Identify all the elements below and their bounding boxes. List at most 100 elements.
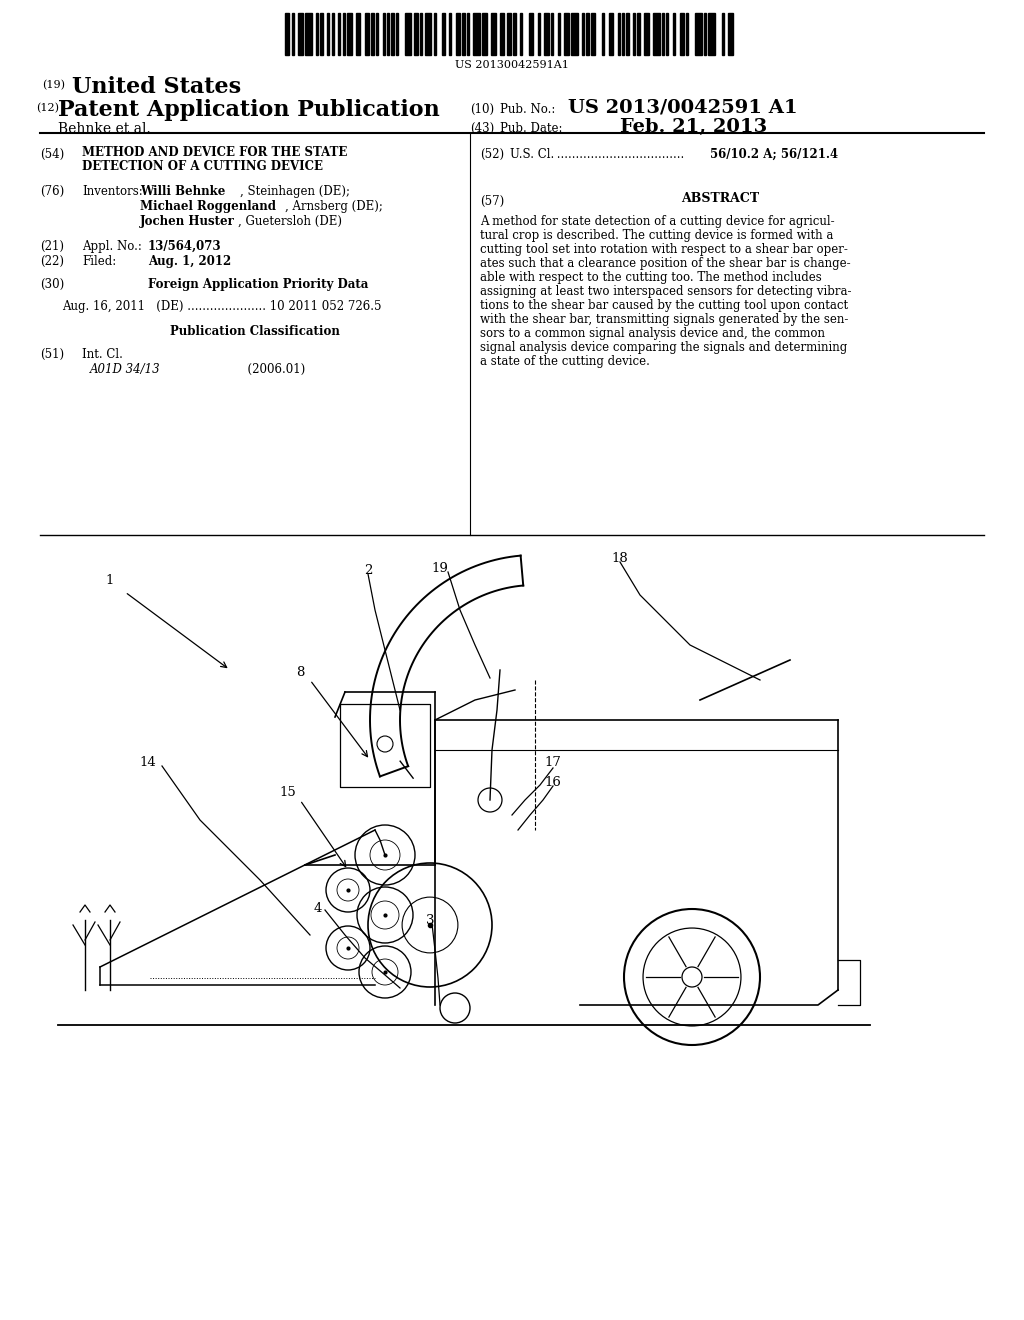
Bar [638, 13, 640, 55]
Bar [372, 13, 374, 55]
Text: , Arnsberg (DE);: , Arnsberg (DE); [285, 201, 383, 213]
Text: Int. Cl.: Int. Cl. [82, 348, 123, 360]
Text: A method for state detection of a cutting device for agricul-: A method for state detection of a cuttin… [480, 215, 835, 228]
Bar [571, 13, 578, 55]
Bar [414, 13, 418, 55]
Bar [433, 13, 436, 55]
Text: 2: 2 [364, 564, 372, 577]
Bar [292, 13, 294, 55]
Bar [467, 13, 469, 55]
Bar [582, 13, 585, 55]
Bar [722, 13, 724, 55]
Text: cutting tool set into rotation with respect to a shear bar oper-: cutting tool set into rotation with resp… [480, 243, 848, 256]
Bar [622, 13, 625, 55]
Bar [662, 13, 665, 55]
Bar [343, 13, 345, 55]
Text: Patent Application Publication: Patent Application Publication [58, 99, 439, 121]
Text: 56/10.2 A; 56/121.4: 56/10.2 A; 56/121.4 [710, 148, 838, 161]
Bar [456, 13, 460, 55]
Text: Feb. 21, 2013: Feb. 21, 2013 [620, 117, 767, 136]
Text: Aug. 1, 2012: Aug. 1, 2012 [148, 255, 231, 268]
Bar [356, 13, 360, 55]
Text: Behnke et al.: Behnke et al. [58, 121, 151, 136]
Bar [492, 13, 496, 55]
Text: Publication Classification: Publication Classification [170, 325, 340, 338]
Bar [709, 13, 715, 55]
Bar [321, 13, 323, 55]
Text: (57): (57) [480, 195, 504, 209]
Text: a state of the cutting device.: a state of the cutting device. [480, 355, 650, 368]
Bar [425, 13, 431, 55]
Text: able with respect to the cutting too. The method includes: able with respect to the cutting too. Th… [480, 271, 821, 284]
Bar [564, 13, 568, 55]
Text: (2006.01): (2006.01) [210, 363, 305, 376]
Bar [327, 13, 330, 55]
Text: (76): (76) [40, 185, 65, 198]
Text: METHOD AND DEVICE FOR THE STATE: METHOD AND DEVICE FOR THE STATE [82, 147, 347, 158]
Text: A01D 34/13: A01D 34/13 [90, 363, 161, 376]
Text: Foreign Application Priority Data: Foreign Application Priority Data [148, 279, 369, 290]
Bar [545, 13, 549, 55]
Bar [673, 13, 675, 55]
Bar [338, 13, 340, 55]
Bar [627, 13, 629, 55]
Text: 1: 1 [105, 573, 115, 586]
Text: 15: 15 [280, 787, 296, 800]
Text: US 2013/0042591 A1: US 2013/0042591 A1 [568, 99, 798, 117]
Bar [285, 13, 290, 55]
Text: assigning at least two interspaced sensors for detecting vibra-: assigning at least two interspaced senso… [480, 285, 852, 298]
Bar [376, 13, 378, 55]
Bar [551, 13, 553, 55]
Text: Pub. No.:: Pub. No.: [500, 103, 555, 116]
Text: 17: 17 [545, 756, 561, 770]
Text: Jochen Huster: Jochen Huster [140, 215, 234, 228]
Text: tural crop is described. The cutting device is formed with a: tural crop is described. The cutting dev… [480, 228, 834, 242]
Bar [728, 13, 733, 55]
Text: , Guetersloh (DE): , Guetersloh (DE) [238, 215, 342, 228]
Text: United States: United States [72, 77, 241, 98]
Bar [653, 13, 659, 55]
Text: ..................................: .................................. [553, 148, 684, 161]
Text: Filed:: Filed: [82, 255, 117, 268]
Bar [538, 13, 540, 55]
Text: sors to a common signal analysis device and, the common: sors to a common signal analysis device … [480, 327, 825, 341]
Bar [680, 13, 684, 55]
Bar [520, 13, 522, 55]
Text: (43): (43) [470, 121, 495, 135]
Bar [387, 13, 389, 55]
Text: (21): (21) [40, 240, 63, 253]
Text: 13/564,073: 13/564,073 [148, 240, 221, 253]
Bar [644, 13, 648, 55]
Text: ates such that a clearance position of the shear bar is change-: ates such that a clearance position of t… [480, 257, 851, 271]
Bar [305, 13, 311, 55]
Bar [450, 13, 452, 55]
Text: Inventors:: Inventors: [82, 185, 142, 198]
Text: (22): (22) [40, 255, 63, 268]
Bar [608, 13, 613, 55]
Text: tions to the shear bar caused by the cutting tool upon contact: tions to the shear bar caused by the cut… [480, 300, 848, 312]
Text: 16: 16 [545, 776, 561, 788]
Bar [404, 13, 412, 55]
Text: , Steinhagen (DE);: , Steinhagen (DE); [240, 185, 350, 198]
Text: DETECTION OF A CUTTING DEVICE: DETECTION OF A CUTTING DEVICE [82, 160, 323, 173]
Bar [316, 13, 318, 55]
Bar [558, 13, 560, 55]
Text: Willi Behnke: Willi Behnke [140, 185, 225, 198]
Text: 14: 14 [139, 755, 157, 768]
Bar [602, 13, 604, 55]
Bar [442, 13, 444, 55]
Bar [473, 13, 480, 55]
Text: Appl. No.:: Appl. No.: [82, 240, 142, 253]
Text: (30): (30) [40, 279, 65, 290]
Text: 4: 4 [313, 902, 323, 915]
Bar [587, 13, 589, 55]
Text: 8: 8 [296, 665, 304, 678]
Bar [332, 13, 334, 55]
Bar [463, 13, 465, 55]
Bar [420, 13, 423, 55]
Text: (54): (54) [40, 148, 65, 161]
Bar [347, 13, 351, 55]
Text: (19): (19) [42, 81, 65, 90]
Text: 18: 18 [611, 552, 629, 565]
Text: (51): (51) [40, 348, 65, 360]
